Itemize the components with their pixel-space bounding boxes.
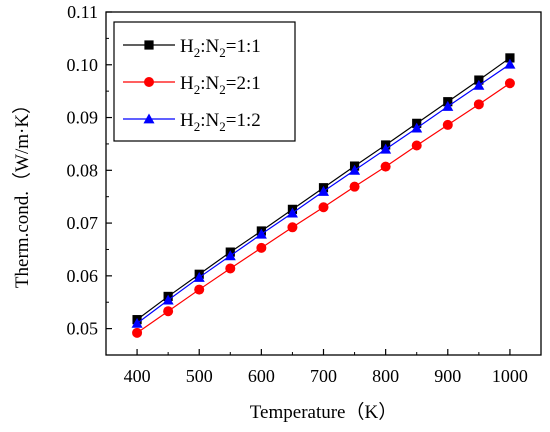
- x-axis-label: Temperature（K）: [250, 401, 397, 423]
- data-point: [380, 143, 392, 154]
- data-point: [442, 100, 454, 111]
- data-point: [194, 284, 205, 295]
- x-tick-label: 1000: [492, 366, 528, 386]
- axes: 400 500 600 700 800 900 1000 0.05 0.06 0.07 0.08 0.…: [67, 2, 542, 386]
- legend-text-part: :N: [200, 36, 219, 57]
- x-tick-label: 700: [310, 366, 337, 386]
- data-point: [162, 294, 174, 305]
- legend-text-part: =1:2: [226, 110, 261, 131]
- legend-marker: [144, 77, 154, 87]
- series-2: [131, 58, 516, 328]
- legend-text-part: :N: [200, 110, 219, 131]
- legend-subscript: 2: [194, 119, 201, 134]
- y-tick-label: 0.10: [67, 55, 99, 75]
- legend-marker: [144, 40, 154, 50]
- legend-subscript: 2: [219, 119, 226, 134]
- x-tick-label: 900: [434, 366, 461, 386]
- data-point: [505, 53, 515, 63]
- legend-label: H2:N2=2:1: [180, 73, 261, 97]
- data-point: [224, 250, 236, 261]
- data-point: [442, 119, 453, 130]
- legend-item: H2:N2=1:1: [123, 36, 261, 60]
- data-point: [504, 78, 515, 89]
- data-point: [286, 207, 298, 218]
- y-tick-label: 0.09: [67, 108, 99, 128]
- series-1: [132, 78, 515, 338]
- data-point: [131, 317, 143, 328]
- data-point: [411, 122, 423, 133]
- legend-text-part: H: [180, 110, 194, 131]
- legend-item: H2:N2=2:1: [123, 73, 261, 97]
- legend-text-part: :N: [200, 73, 219, 94]
- data-point: [473, 99, 484, 110]
- data-point: [255, 228, 267, 239]
- legend-label: H2:N2=1:2: [180, 110, 261, 134]
- data-point: [380, 161, 391, 172]
- y-tick-label: 0.08: [67, 160, 99, 180]
- data-point: [349, 181, 360, 192]
- y-tick-label: 0.11: [67, 2, 98, 22]
- data-point: [317, 185, 330, 196]
- legend-subscript: 2: [194, 82, 201, 97]
- data-point: [411, 140, 422, 151]
- x-tick-label: 500: [186, 366, 213, 386]
- data-point: [163, 306, 174, 317]
- data-point: [225, 263, 236, 274]
- y-tick-label: 0.07: [67, 213, 99, 233]
- legend-label: H2:N2=1:1: [180, 36, 261, 60]
- data-point: [349, 164, 361, 175]
- x-tick-label: 600: [248, 366, 275, 386]
- legend-subscript: 2: [194, 45, 201, 60]
- x-tick-label: 400: [124, 366, 151, 386]
- data-point: [287, 222, 298, 233]
- data-point: [256, 242, 267, 253]
- series-layer: [131, 53, 516, 338]
- y-tick-label: 0.06: [67, 266, 99, 286]
- y-axis-label: Therm.cond.（W/m·K）: [11, 95, 33, 288]
- legend-text-part: H: [180, 73, 194, 94]
- legend-text-part: =1:1: [226, 36, 261, 57]
- legend-subscript: 2: [219, 45, 226, 60]
- y-tick-label: 0.05: [67, 319, 99, 339]
- legend-subscript: 2: [219, 82, 226, 97]
- legend-text-part: H: [180, 36, 194, 57]
- data-point: [132, 327, 143, 338]
- data-point: [318, 202, 329, 213]
- x-tick-label: 800: [372, 366, 399, 386]
- legend-text-part: =2:1: [226, 73, 261, 94]
- data-point: [193, 271, 205, 282]
- data-point: [504, 58, 516, 69]
- data-point: [473, 79, 485, 90]
- legend-marker: [143, 113, 155, 124]
- legend: H2:N2=1:1H2:N2=2:1H2:N2=1:2: [113, 21, 296, 142]
- legend-item: H2:N2=1:2: [123, 110, 261, 134]
